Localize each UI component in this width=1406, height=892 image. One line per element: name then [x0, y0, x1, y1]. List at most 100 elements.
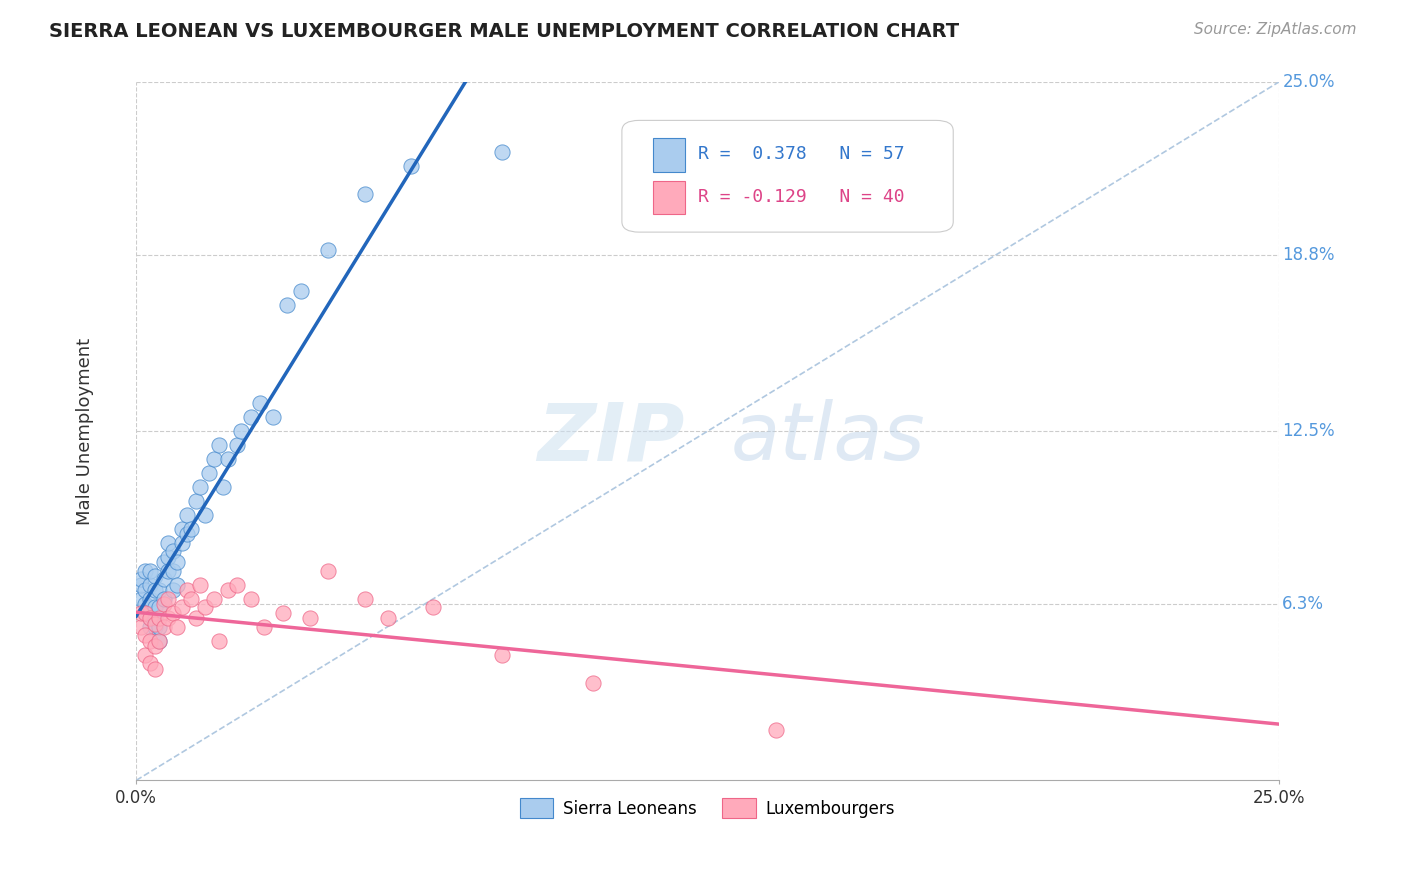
- Point: [176, 583, 198, 598]
- Point: [148, 633, 170, 648]
- Point: [194, 508, 217, 522]
- Point: [170, 522, 193, 536]
- Point: [139, 656, 162, 670]
- Point: [152, 591, 174, 606]
- Point: [176, 527, 198, 541]
- Point: [152, 597, 174, 611]
- Point: [207, 633, 229, 648]
- Point: [148, 633, 170, 648]
- Point: [422, 600, 444, 615]
- Point: [143, 600, 166, 615]
- FancyBboxPatch shape: [652, 138, 685, 172]
- Point: [157, 564, 180, 578]
- Point: [353, 591, 375, 606]
- Point: [262, 410, 284, 425]
- FancyBboxPatch shape: [652, 181, 685, 214]
- Point: [166, 578, 188, 592]
- Point: [134, 606, 156, 620]
- Point: [148, 583, 170, 598]
- Point: [198, 466, 221, 480]
- Point: [139, 578, 162, 592]
- Point: [143, 611, 166, 625]
- Point: [143, 569, 166, 583]
- Point: [139, 611, 162, 625]
- Text: R = -0.129   N = 40: R = -0.129 N = 40: [699, 188, 905, 206]
- Point: [217, 452, 239, 467]
- Point: [162, 564, 184, 578]
- Point: [148, 600, 170, 615]
- Point: [249, 396, 271, 410]
- Point: [180, 522, 202, 536]
- Point: [491, 648, 513, 662]
- Point: [162, 606, 184, 620]
- FancyBboxPatch shape: [621, 120, 953, 232]
- Point: [129, 572, 152, 586]
- Point: [129, 578, 152, 592]
- Point: [170, 600, 193, 615]
- Point: [143, 620, 166, 634]
- Point: [152, 572, 174, 586]
- Point: [134, 628, 156, 642]
- Point: [162, 583, 184, 598]
- Point: [143, 662, 166, 676]
- Point: [377, 611, 399, 625]
- Point: [184, 611, 207, 625]
- Point: [582, 675, 605, 690]
- Point: [143, 616, 166, 631]
- Point: [148, 611, 170, 625]
- Text: 25.0%: 25.0%: [1282, 73, 1334, 91]
- Text: 6.3%: 6.3%: [1282, 595, 1324, 614]
- Point: [184, 494, 207, 508]
- Point: [134, 597, 156, 611]
- Point: [162, 544, 184, 558]
- Point: [202, 452, 225, 467]
- Point: [129, 606, 152, 620]
- Point: [139, 633, 162, 648]
- Point: [139, 564, 162, 578]
- Point: [134, 606, 156, 620]
- Point: [157, 536, 180, 550]
- Point: [139, 620, 162, 634]
- Point: [166, 556, 188, 570]
- Text: SIERRA LEONEAN VS LUXEMBOURGER MALE UNEMPLOYMENT CORRELATION CHART: SIERRA LEONEAN VS LUXEMBOURGER MALE UNEM…: [49, 22, 959, 41]
- Point: [157, 591, 180, 606]
- Point: [271, 606, 294, 620]
- Point: [166, 620, 188, 634]
- Point: [188, 480, 211, 494]
- Point: [143, 583, 166, 598]
- Point: [143, 639, 166, 653]
- Point: [176, 508, 198, 522]
- Point: [139, 611, 162, 625]
- Point: [134, 564, 156, 578]
- Text: 18.8%: 18.8%: [1282, 246, 1334, 264]
- Point: [212, 480, 235, 494]
- Point: [157, 611, 180, 625]
- Point: [316, 243, 339, 257]
- Legend: Sierra Leoneans, Luxembourgers: Sierra Leoneans, Luxembourgers: [513, 792, 901, 824]
- Point: [170, 536, 193, 550]
- Point: [276, 298, 298, 312]
- Text: Source: ZipAtlas.com: Source: ZipAtlas.com: [1194, 22, 1357, 37]
- Text: Male Unemployment: Male Unemployment: [76, 337, 94, 524]
- Point: [253, 620, 276, 634]
- Point: [202, 591, 225, 606]
- Point: [217, 583, 239, 598]
- Point: [225, 578, 247, 592]
- Point: [139, 591, 162, 606]
- Point: [194, 600, 217, 615]
- Point: [157, 549, 180, 564]
- Point: [207, 438, 229, 452]
- Text: 12.5%: 12.5%: [1282, 422, 1334, 440]
- Point: [399, 159, 422, 173]
- Point: [231, 424, 253, 438]
- Point: [225, 438, 247, 452]
- Point: [316, 564, 339, 578]
- Text: atlas: atlas: [731, 399, 925, 477]
- Point: [765, 723, 787, 737]
- Text: R =  0.378   N = 57: R = 0.378 N = 57: [699, 145, 905, 162]
- Point: [491, 145, 513, 159]
- Point: [188, 578, 211, 592]
- Point: [129, 620, 152, 634]
- Point: [148, 620, 170, 634]
- Point: [134, 583, 156, 598]
